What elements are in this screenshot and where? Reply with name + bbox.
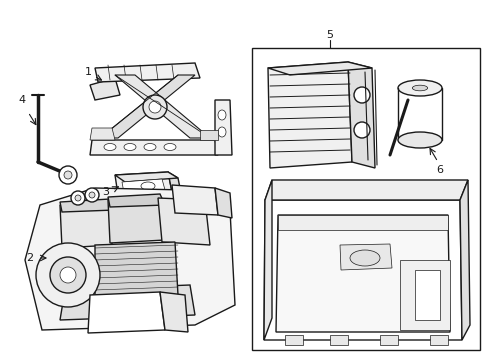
Polygon shape: [459, 180, 469, 340]
Polygon shape: [158, 198, 209, 245]
Polygon shape: [90, 128, 115, 140]
Text: 5: 5: [326, 30, 333, 40]
Circle shape: [71, 191, 85, 205]
Polygon shape: [429, 335, 447, 345]
Circle shape: [64, 171, 72, 179]
Polygon shape: [264, 200, 461, 340]
Bar: [251, 48, 479, 350]
Ellipse shape: [143, 144, 156, 150]
Ellipse shape: [163, 144, 176, 150]
Polygon shape: [399, 260, 449, 330]
Polygon shape: [200, 130, 218, 140]
Polygon shape: [100, 75, 195, 138]
Polygon shape: [264, 180, 271, 340]
Polygon shape: [267, 62, 371, 75]
Polygon shape: [60, 202, 112, 248]
Polygon shape: [90, 78, 120, 100]
Circle shape: [50, 257, 86, 293]
Polygon shape: [285, 335, 303, 345]
Circle shape: [85, 188, 99, 202]
Polygon shape: [414, 270, 439, 320]
Ellipse shape: [124, 144, 136, 150]
Polygon shape: [95, 242, 178, 298]
Text: 4: 4: [19, 95, 25, 105]
Text: 6: 6: [436, 165, 443, 175]
Ellipse shape: [397, 80, 441, 96]
Circle shape: [60, 267, 76, 283]
Polygon shape: [115, 75, 209, 138]
Polygon shape: [264, 180, 467, 200]
Polygon shape: [267, 62, 351, 168]
Polygon shape: [172, 185, 218, 215]
Polygon shape: [108, 197, 164, 243]
Polygon shape: [160, 292, 187, 332]
Ellipse shape: [104, 144, 116, 150]
Polygon shape: [60, 285, 195, 320]
Polygon shape: [115, 172, 178, 182]
Polygon shape: [108, 194, 164, 207]
Polygon shape: [329, 335, 347, 345]
Ellipse shape: [349, 250, 379, 266]
Ellipse shape: [218, 110, 225, 120]
Polygon shape: [215, 100, 231, 155]
Polygon shape: [168, 172, 182, 198]
Polygon shape: [347, 62, 374, 168]
Polygon shape: [115, 172, 172, 195]
Polygon shape: [95, 63, 200, 82]
Polygon shape: [25, 188, 235, 330]
Circle shape: [89, 192, 95, 198]
Text: 2: 2: [26, 253, 34, 263]
Circle shape: [353, 122, 369, 138]
Circle shape: [149, 101, 161, 113]
Polygon shape: [90, 140, 218, 155]
Ellipse shape: [141, 182, 155, 190]
Ellipse shape: [397, 132, 441, 148]
Circle shape: [142, 95, 167, 119]
Circle shape: [75, 195, 81, 201]
Text: 1: 1: [84, 67, 91, 77]
Polygon shape: [339, 244, 391, 270]
Polygon shape: [379, 335, 397, 345]
Ellipse shape: [411, 85, 427, 91]
Polygon shape: [215, 188, 231, 218]
Circle shape: [59, 166, 77, 184]
Text: 3: 3: [102, 187, 109, 197]
Polygon shape: [122, 179, 164, 193]
Polygon shape: [275, 215, 449, 332]
Polygon shape: [88, 292, 164, 333]
Polygon shape: [60, 199, 115, 212]
Ellipse shape: [218, 127, 225, 137]
Polygon shape: [278, 215, 447, 230]
Circle shape: [353, 87, 369, 103]
Circle shape: [36, 243, 100, 307]
